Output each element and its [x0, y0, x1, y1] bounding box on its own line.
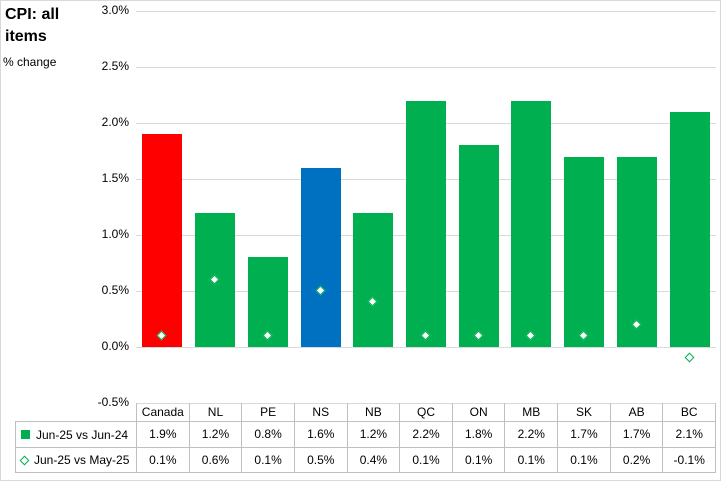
y-axis-tick-label: 3.0% — [101, 3, 129, 17]
bar-sk — [564, 156, 605, 347]
table-category-label: AB — [611, 403, 664, 421]
table-row: Jun-25 vs Jun-24 1.9% 1.2% 0.8% 1.6% 1.2% 2.2%… — [15, 421, 717, 447]
legend-diamond-marker-icon — [19, 455, 30, 465]
table-category-label: QC — [400, 403, 453, 421]
gridline — [136, 11, 716, 12]
gridline — [136, 347, 716, 348]
table-value-cell: 1.2% — [190, 422, 243, 447]
table-header-row: Canada NL PE NS NB QC ON MB SK AB BC — [136, 403, 717, 421]
bar-mb — [511, 100, 552, 347]
table-value-cell: 0.4% — [348, 448, 401, 472]
y-axis-tick-label: 1.5% — [101, 171, 129, 185]
bar-bc — [669, 111, 710, 347]
bar-nb — [353, 212, 394, 347]
table-category-label: NS — [295, 403, 348, 421]
table-category-label: NB — [348, 403, 401, 421]
table-value-cell: 1.7% — [558, 422, 611, 447]
table-category-label: ON — [453, 403, 506, 421]
table-value-cell: 0.5% — [295, 448, 348, 472]
table-value-cell: 1.6% — [295, 422, 348, 447]
y-axis-tick-label: 2.5% — [101, 59, 129, 73]
table-value-cell: 2.1% — [663, 422, 717, 447]
legend-cell: Jun-25 vs May-25 — [16, 448, 137, 472]
y-axis-tick-label: 1.0% — [101, 227, 129, 241]
table-value-cell: 0.1% — [558, 448, 611, 472]
table-value-cell: -0.1% — [663, 448, 717, 472]
table-category-label: MB — [505, 403, 559, 421]
legend-label: Jun-25 vs Jun-24 — [36, 427, 129, 442]
y-axis-tick-label: 0.0% — [101, 339, 129, 353]
table-value-cell: 1.9% — [137, 422, 190, 447]
table-value-cell: 2.2% — [400, 422, 453, 447]
y-axis-tick-label: 2.0% — [101, 115, 129, 129]
legend-label: Jun-25 vs May-25 — [34, 453, 130, 467]
y-axis-tick-label: -0.5% — [97, 395, 129, 409]
bar-ns — [300, 167, 341, 347]
bar-on — [458, 145, 499, 347]
table-value-cell: 0.1% — [505, 448, 559, 472]
gridline — [136, 403, 716, 404]
table-value-cell: 0.1% — [400, 448, 453, 472]
legend-cell: Jun-25 vs Jun-24 — [16, 422, 137, 447]
table-value-cell: 1.8% — [453, 422, 506, 447]
table-value-cell: 1.2% — [348, 422, 401, 447]
table-category-label: PE — [242, 403, 295, 421]
table-category-label: SK — [558, 403, 611, 421]
table-value-cell: 0.2% — [611, 448, 664, 472]
table-value-cell: 0.8% — [242, 422, 295, 447]
table-category-label: NL — [190, 403, 243, 421]
legend-bar-swatch-icon — [21, 430, 30, 439]
chart-axis-title: % change — [3, 55, 57, 69]
table-row: Jun-25 vs May-25 0.1% 0.6% 0.1% 0.5% 0.4% 0.1%… — [15, 447, 717, 473]
table-category-label: Canada — [137, 403, 190, 421]
table-value-cell: 0.1% — [242, 448, 295, 472]
bar-qc — [406, 100, 446, 347]
bar-ab — [616, 156, 657, 347]
table-value-cell: 2.2% — [505, 422, 559, 447]
gridline — [136, 67, 716, 68]
table-value-cell: 0.1% — [137, 448, 190, 472]
chart-title: CPI: all items — [5, 6, 60, 45]
bar-canada — [142, 134, 183, 347]
table-value-cell: 1.7% — [611, 422, 664, 447]
y-axis-tick-label: 0.5% — [101, 283, 129, 297]
table-category-label: BC — [663, 403, 717, 421]
table-value-cell: 0.6% — [190, 448, 243, 472]
table-value-cell: 0.1% — [453, 448, 506, 472]
